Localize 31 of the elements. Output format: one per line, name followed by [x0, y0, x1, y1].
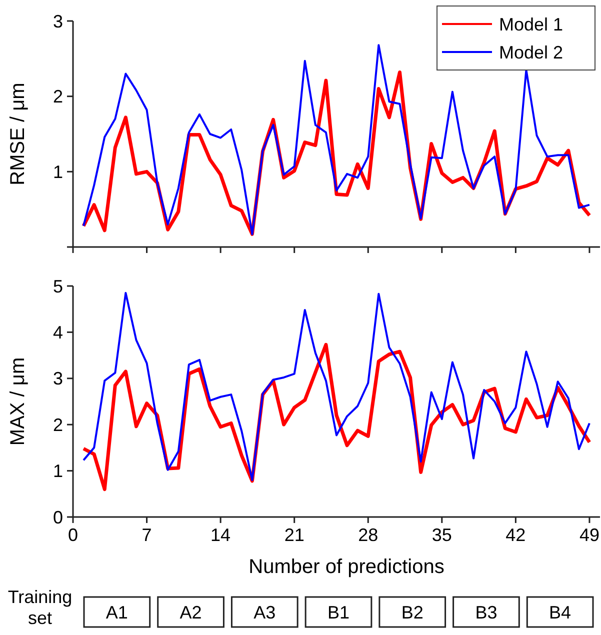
y-tick-label: 2: [52, 414, 63, 435]
x-axis-title: Number of predictions: [248, 556, 444, 578]
y-tick-label: 0: [52, 507, 63, 528]
y-tick-label: 2: [52, 86, 63, 107]
y-axis-title: RMSE / μm: [7, 82, 29, 186]
x-tick-label: 49: [579, 525, 600, 545]
line-series: [82, 292, 590, 482]
legend-label: Model 2: [499, 42, 564, 62]
y-axis-title: MAX / μm: [7, 357, 29, 446]
y-tick-label: 1: [52, 162, 63, 182]
y-tick-label: 5: [52, 276, 63, 296]
y-tick-label: 1: [52, 461, 63, 482]
x-tick-label: 35: [432, 525, 452, 545]
y-tick-label: 3: [52, 368, 63, 389]
y-tick-label: 4: [52, 322, 63, 342]
x-tick-label: 28: [358, 525, 378, 545]
text: A2: [180, 602, 202, 622]
x-tick-label: 7: [142, 525, 152, 545]
y-tick-label: 3: [52, 11, 63, 32]
legend-label: Model 1: [499, 14, 564, 34]
text: Training set: [8, 587, 72, 628]
x-tick-label: 21: [284, 525, 304, 545]
x-tick-label: 42: [506, 525, 526, 545]
text: B4: [549, 602, 572, 622]
text: A3: [254, 602, 276, 622]
x-tick-label: 0: [68, 525, 78, 545]
text: B1: [327, 602, 350, 622]
text: A1: [106, 602, 128, 622]
text: B3: [475, 602, 498, 622]
x-tick-label: 14: [210, 525, 231, 545]
text: B2: [401, 602, 424, 622]
